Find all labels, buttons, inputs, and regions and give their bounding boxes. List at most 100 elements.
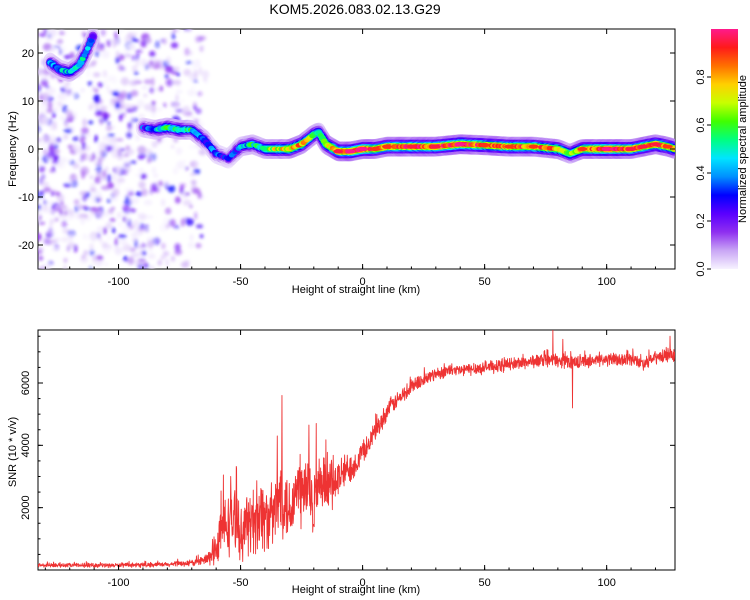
- noise-speckle: [41, 174, 45, 183]
- noise-speckle: [193, 59, 201, 68]
- noise-speckle: [147, 157, 151, 164]
- noise-speckle: [189, 233, 194, 242]
- noise-speckle: [179, 185, 184, 195]
- noise-speckle: [43, 148, 47, 155]
- noise-speckle: [171, 71, 178, 75]
- noise-speckle: [73, 92, 80, 100]
- noise-speckle: [88, 104, 93, 111]
- noise-speckle: [51, 248, 57, 252]
- noise-speckle: [201, 70, 210, 79]
- noise-speckle: [41, 92, 49, 101]
- noise-speckle: [99, 118, 103, 126]
- noise-speckle: [89, 249, 95, 256]
- ridge-peak: [650, 142, 661, 147]
- noise-speckle: [111, 98, 120, 105]
- noise-speckle: [46, 86, 54, 95]
- noise-speckle: [119, 66, 126, 72]
- noise-speckle: [152, 237, 161, 246]
- noise-speckle: [105, 222, 113, 230]
- spectrogram-xtick-label: -100: [108, 276, 130, 288]
- noise-speckle: [94, 88, 99, 93]
- spectrogram-ytick-label: 10: [22, 96, 34, 108]
- noise-speckle: [172, 29, 177, 33]
- noise-speckle: [194, 211, 198, 220]
- noise-speckle: [111, 227, 116, 234]
- noise-speckle: [175, 147, 183, 155]
- noise-speckle: [162, 38, 167, 45]
- noise-speckle: [185, 218, 194, 226]
- noise-speckle: [47, 48, 55, 52]
- noise-speckle: [141, 250, 147, 256]
- noise-speckle: [94, 176, 99, 184]
- ridge-cell: [90, 34, 96, 39]
- noise-speckle: [118, 234, 127, 239]
- snr-ylabel: SNR (10 * v/v): [7, 417, 19, 487]
- noise-speckle: [52, 112, 56, 119]
- noise-speckle: [120, 168, 129, 176]
- spectrogram-ytick-label: -10: [18, 192, 34, 204]
- noise-speckle: [58, 48, 63, 55]
- noise-speckle: [168, 219, 176, 227]
- snr-xtick-label: -100: [108, 577, 130, 589]
- noise-speckle: [73, 199, 80, 205]
- noise-speckle: [131, 65, 138, 73]
- ridge-cell: [84, 46, 91, 51]
- spectrogram-ytick-label: -20: [18, 240, 34, 252]
- noise-speckle: [106, 125, 113, 132]
- noise-speckle: [143, 262, 148, 267]
- noise-speckle: [129, 160, 137, 164]
- noise-speckle: [176, 72, 180, 77]
- noise-speckle: [138, 258, 146, 263]
- noise-speckle: [170, 255, 176, 262]
- spectrogram-xtick-label: 0: [360, 276, 366, 288]
- noise-speckle: [180, 99, 185, 103]
- noise-speckle: [63, 128, 73, 134]
- snr-ytick-label: 6000: [20, 371, 32, 395]
- snr-xtick-label: 0: [360, 577, 366, 589]
- noise-speckle: [85, 217, 91, 222]
- noise-speckle: [38, 33, 47, 37]
- noise-speckle: [187, 242, 195, 249]
- noise-speckle: [149, 189, 153, 195]
- colorbar-tick-label: 0.2: [695, 213, 707, 228]
- noise-speckle: [131, 55, 137, 61]
- noise-speckle: [81, 170, 86, 180]
- noise-speckle: [81, 127, 89, 134]
- spectrogram-xlabel: Height of straight line (km): [292, 284, 420, 296]
- noise-speckle: [42, 45, 49, 49]
- noise-speckle: [114, 247, 122, 254]
- noise-speckle: [101, 50, 110, 59]
- ridge-cell: [88, 38, 95, 43]
- noise-speckle: [67, 159, 72, 163]
- noise-speckle: [185, 61, 193, 65]
- noise-speckle: [128, 208, 137, 213]
- noise-speckle: [41, 154, 50, 164]
- noise-speckle: [94, 134, 98, 143]
- noise-speckle: [59, 210, 63, 216]
- ridge-peak: [504, 144, 514, 149]
- noise-speckle: [173, 167, 178, 175]
- noise-speckle: [190, 179, 197, 185]
- noise-speckle: [81, 136, 86, 142]
- noise-speckle: [123, 54, 133, 57]
- noise-speckle: [133, 219, 140, 229]
- noise-speckle: [89, 187, 97, 193]
- noise-speckle: [46, 108, 54, 114]
- noise-speckle: [61, 45, 67, 54]
- noise-speckle: [135, 173, 142, 177]
- noise-speckle: [96, 232, 101, 239]
- noise-speckle: [49, 218, 55, 224]
- noise-speckle: [114, 39, 121, 46]
- noise-speckle: [100, 141, 107, 150]
- noise-speckle: [42, 101, 47, 106]
- noise-speckle: [149, 51, 155, 55]
- noise-speckle: [97, 82, 104, 88]
- noise-speckle: [158, 180, 164, 187]
- noise-speckle: [193, 79, 198, 83]
- noise-speckle: [140, 40, 147, 48]
- noise-speckle: [184, 47, 190, 56]
- noise-speckle: [56, 93, 65, 101]
- ridge-peak: [382, 144, 392, 149]
- noise-speckle: [146, 103, 153, 112]
